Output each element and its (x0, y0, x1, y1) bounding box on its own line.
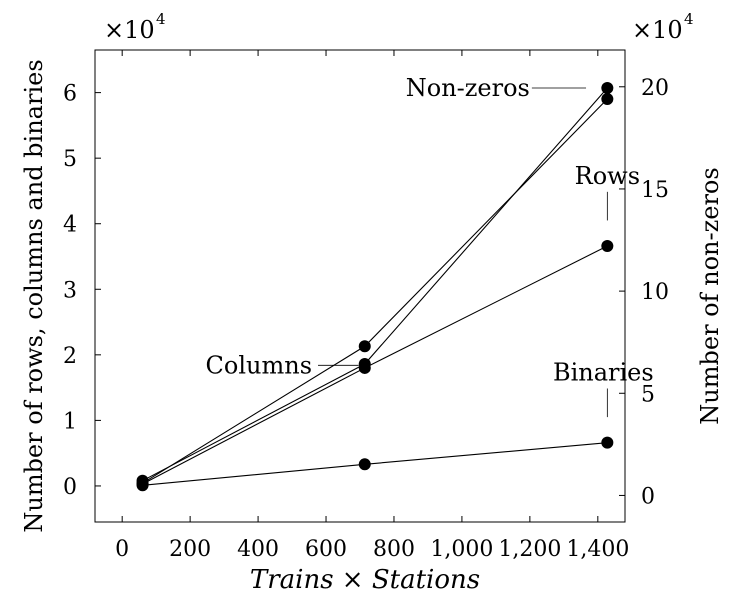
y-right-axis-title: Number of non-zeros (696, 167, 724, 424)
point-non-zeros (358, 340, 371, 353)
y-right-tick-label: 15 (641, 178, 669, 203)
point-rows (601, 240, 614, 253)
point-non-zeros (601, 93, 614, 106)
right-multiplier-exponent: 4 (684, 10, 694, 28)
point-columns (358, 358, 371, 371)
y-right-tick-label: 20 (641, 76, 669, 101)
series-line-non-zeros (142, 98, 608, 484)
point-binaries (601, 436, 614, 449)
y-left-tick-label: 2 (63, 344, 77, 369)
x-tick-label: 400 (237, 537, 279, 562)
series-label-columns: Columns (206, 351, 312, 379)
point-binaries (136, 479, 149, 492)
left-multiplier: ×10 (104, 16, 155, 44)
x-tick-label: 1,000 (430, 537, 493, 562)
x-tick-label: 1,200 (498, 537, 561, 562)
x-axis-title: Trains × Stations (250, 565, 480, 595)
x-tick-label: 800 (373, 537, 415, 562)
plot-frame (94, 49, 626, 523)
right-multiplier: ×10 (632, 16, 683, 44)
x-tick-label: 0 (115, 537, 129, 562)
y-left-axis-title: Number of rows, columns and binaries (20, 59, 48, 532)
y-right-tick-label: 10 (641, 280, 669, 305)
y-right-tick-label: 5 (641, 382, 655, 407)
axes-frame: 0 200 400 600 800 1,000 1,200 1,400 0 1 2 3 4 5 6 0 5 10 1… (20, 10, 724, 595)
y-left-tick-label: 0 (63, 475, 77, 500)
series-line-columns (142, 87, 608, 482)
y-right-tick-label: 0 (641, 484, 655, 509)
point-binaries (358, 458, 371, 471)
y-left-tick-label: 5 (63, 147, 77, 172)
series-label-non-zeros: Non-zeros (406, 74, 530, 102)
series-line-binaries (142, 442, 608, 486)
y-left-tick-label: 1 (63, 409, 77, 434)
y-left-tick-label: 3 (63, 278, 77, 303)
series-layer (142, 87, 608, 486)
series-label-binaries: Binaries (553, 359, 654, 387)
x-tick-label: 600 (305, 537, 347, 562)
series-label-rows: Rows (575, 162, 640, 190)
x-tick-label: 1,400 (566, 537, 629, 562)
x-tick-label: 200 (169, 537, 211, 562)
label-layer: Non-zeros Rows Columns Binaries (206, 74, 654, 418)
marker-layer (136, 82, 614, 492)
point-columns (601, 82, 614, 95)
left-multiplier-exponent: 4 (156, 10, 166, 28)
y-left-tick-label: 4 (63, 213, 77, 238)
y-left-tick-label: 6 (63, 82, 77, 107)
